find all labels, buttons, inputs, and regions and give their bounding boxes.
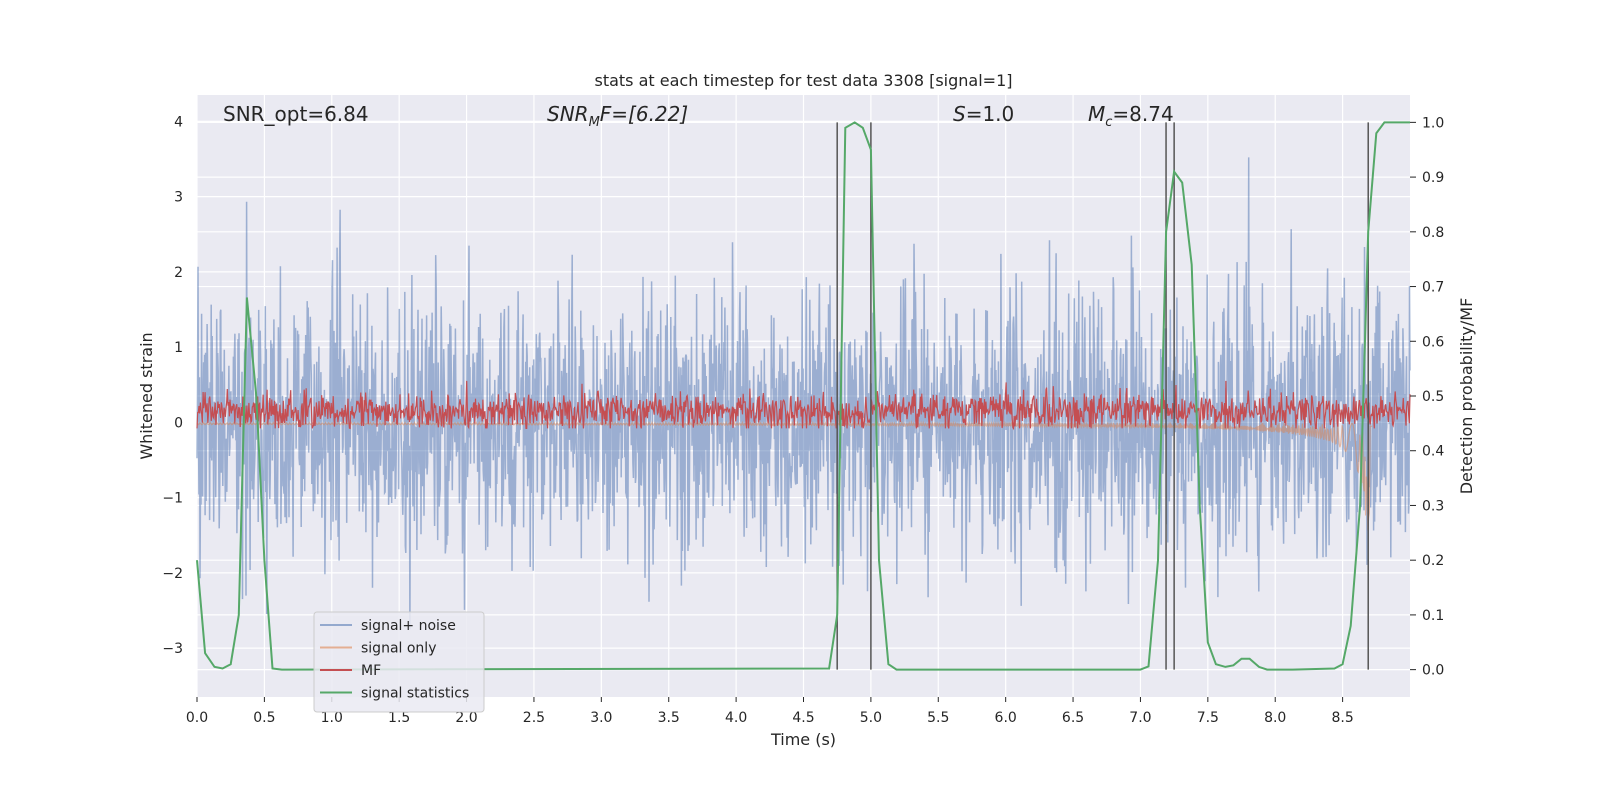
mc-annotation: Mc=8.74 [1088,102,1174,130]
x-axis-label: Time (s) [770,730,836,749]
mc-main: M [1088,102,1105,126]
x-tick-label: 7.0 [1129,710,1151,726]
y-tick-label: 1 [174,340,183,356]
y-tick-label: 4 [174,114,183,130]
x-tick-label: 3.0 [590,710,612,726]
mc-rest: =8.74 [1112,102,1173,126]
x-tick-label: 3.5 [658,710,680,726]
y2-tick-label: 0.6 [1422,334,1444,350]
legend-label: signal statistics [361,686,469,702]
y2-tick-label: 0.8 [1422,225,1444,241]
snr-mf-main: SNR [547,102,589,126]
y2-tick-label: 0.1 [1422,608,1444,624]
x-tick-label: 0.0 [186,710,208,726]
series-mf [196,380,1411,431]
y2-tick-label: 0.3 [1422,498,1444,514]
x-tick-label: 6.0 [995,710,1017,726]
snr-opt-annotation: SNR_opt=6.84 [223,102,369,126]
x-tick-label: 5.5 [927,710,949,726]
s-italic: S [953,102,966,126]
chart-title: stats at each timestep for test data 330… [594,71,1012,90]
y2-tick-label: 1.0 [1422,115,1444,131]
y2-tick-label: 0.0 [1422,663,1444,679]
y-tick-label: 2 [174,265,183,281]
y-tick-label: −2 [162,566,183,582]
y-axis-ticks: −3 −2 −1 0 1 2 3 4 [162,114,183,657]
x-tick-label: 5.0 [860,710,882,726]
x-tick-label: 1.5 [388,710,410,726]
y2-tick-label: 0.7 [1422,280,1444,296]
x-tick-label: 4.0 [725,710,747,726]
y2-tick-label: 0.4 [1422,444,1444,460]
x-tick-label: 1.0 [321,710,343,726]
x-tick-label: 7.5 [1197,710,1219,726]
legend: signal+ noise signal only MF signal statist… [313,611,485,713]
s-annotation: S=1.0 [953,102,1014,126]
snr-mf-rest: F=[6.22] [600,102,688,126]
x-tick-label: 0.5 [253,710,275,726]
snr-mf-annotation: SNRMF=[6.22] [547,102,688,130]
data-layer [196,121,1411,671]
y2-tick-label: 0.2 [1422,553,1444,569]
y-tick-label: −1 [162,491,183,507]
legend-label: signal+ noise [361,618,456,634]
y2-tick-label: 0.5 [1422,389,1444,405]
y-axis-label: Whitened strain [137,332,156,459]
snr-mf-sub: M [589,115,600,130]
y2-tick-label: 0.9 [1422,170,1444,186]
series-signal-only [196,420,1373,531]
x-tick-label: 2.0 [455,710,477,726]
legend-label: MF [361,663,381,679]
y-tick-label: 3 [174,190,183,206]
s-rest: =1.0 [966,102,1015,126]
legend-label: signal only [361,641,436,657]
y-tick-label: −3 [162,641,183,657]
series-signal-statistics [196,121,1410,671]
x-tick-label: 8.0 [1264,710,1286,726]
y2-axis-label: Detection probability/MF [1457,298,1476,495]
x-tick-label: 8.5 [1331,710,1353,726]
mc-sub: c [1105,115,1112,130]
y-tick-label: 0 [174,415,183,431]
y2-axis-ticks: 0.0 0.1 0.2 0.3 0.4 0.5 0.6 0.7 0.8 0.9 1.0 [1410,115,1444,679]
legend-box [313,611,485,713]
x-axis-ticks: 0.0 0.5 1.0 1.5 2.0 2.5 3.0 3.5 4.0 4.5 5.0 5.5 6.0 6… [186,697,1354,726]
x-tick-label: 6.5 [1062,710,1084,726]
x-tick-label: 2.5 [523,710,545,726]
x-tick-label: 4.5 [792,710,814,726]
